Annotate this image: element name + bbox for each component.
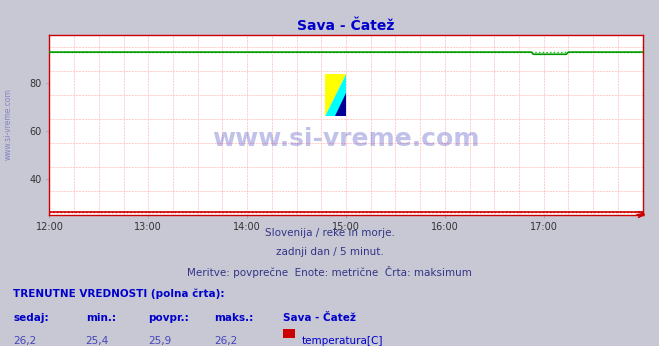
Text: min.:: min.: (86, 313, 116, 323)
Text: www.si-vreme.com: www.si-vreme.com (212, 127, 480, 151)
Polygon shape (326, 74, 347, 116)
Text: Meritve: povprečne  Enote: metrične  Črta: maksimum: Meritve: povprečne Enote: metrične Črta:… (187, 266, 472, 279)
Text: maks.:: maks.: (214, 313, 254, 323)
Text: Sava - Čatež: Sava - Čatež (283, 313, 357, 323)
Text: TRENUTNE VREDNOSTI (polna črta):: TRENUTNE VREDNOSTI (polna črta): (13, 289, 225, 299)
Polygon shape (335, 93, 347, 116)
Text: povpr.:: povpr.: (148, 313, 189, 323)
Text: 25,9: 25,9 (148, 336, 171, 346)
Text: 25,4: 25,4 (86, 336, 109, 346)
Text: zadnji dan / 5 minut.: zadnji dan / 5 minut. (275, 247, 384, 257)
Text: 26,2: 26,2 (214, 336, 237, 346)
Title: Sava - Čatež: Sava - Čatež (297, 19, 395, 34)
Polygon shape (326, 74, 347, 116)
Text: 26,2: 26,2 (13, 336, 36, 346)
Text: Slovenija / reke in morje.: Slovenija / reke in morje. (264, 228, 395, 238)
Text: sedaj:: sedaj: (13, 313, 49, 323)
Text: www.si-vreme.com: www.si-vreme.com (3, 89, 13, 161)
Text: temperatura[C]: temperatura[C] (302, 336, 384, 346)
